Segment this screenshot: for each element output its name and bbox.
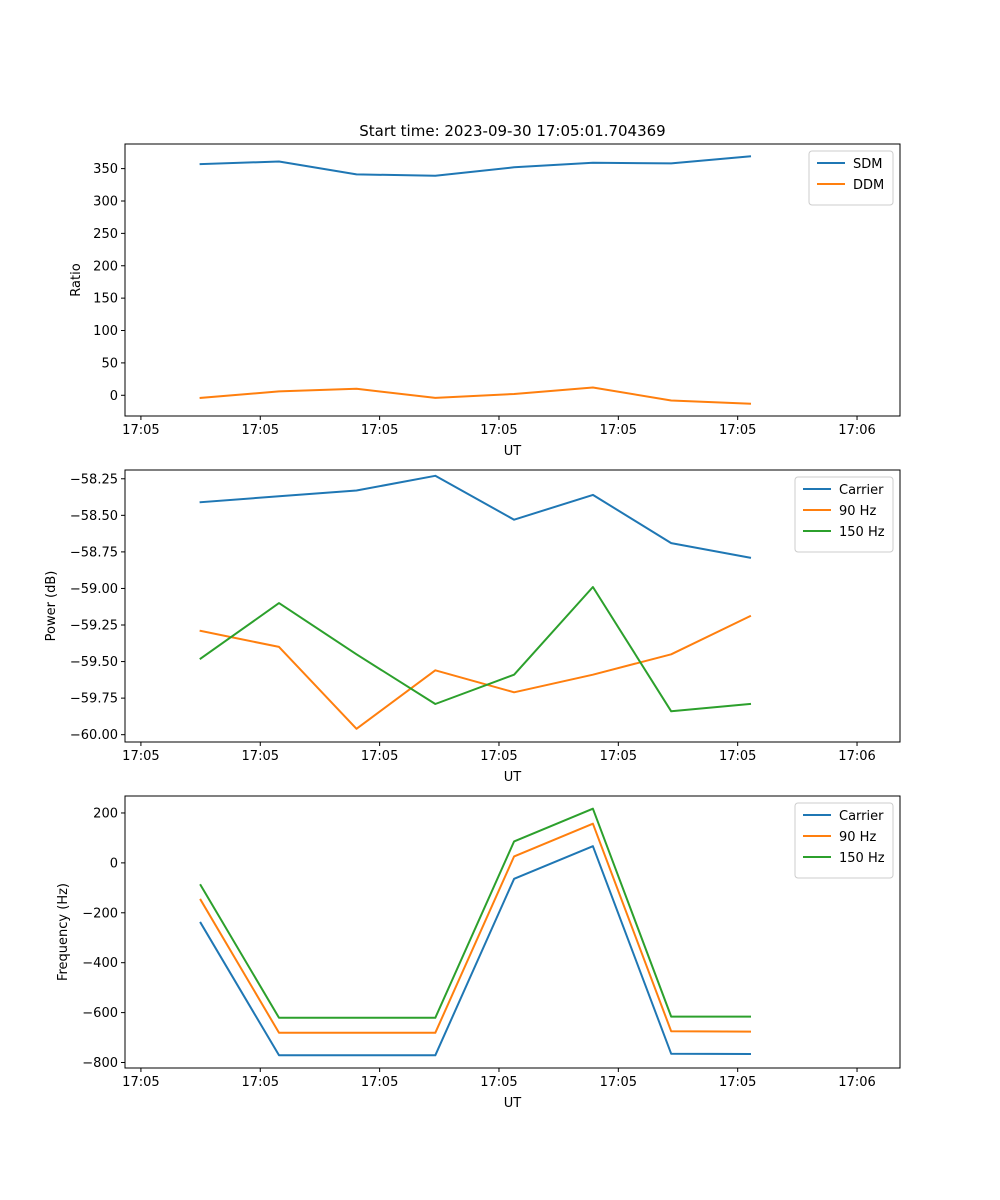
y-tick-label: −58.50 — [70, 509, 118, 524]
x-axis-label: UT — [504, 770, 522, 785]
y-tick-label: −60.00 — [70, 728, 118, 743]
y-tick-label: −600 — [82, 1006, 118, 1021]
y-tick-label: −400 — [82, 956, 118, 971]
y-axis-label: Ratio — [69, 263, 84, 296]
legend: SDM DDM — [808, 150, 894, 206]
y-tick-label: 50 — [101, 356, 118, 371]
legend-label: Carrier — [839, 483, 884, 498]
y-axis-label: Power (dB) — [44, 571, 59, 642]
x-tick-label: 17:06 — [838, 749, 875, 764]
x-tick-label: 17:05 — [480, 749, 517, 764]
legend-label: 150 Hz — [839, 525, 885, 540]
y-tick-label: 200 — [93, 806, 118, 821]
y-tick-label: −59.50 — [70, 655, 118, 670]
plot-frame — [124, 795, 901, 1069]
plot-frame — [124, 469, 901, 743]
y-tick-label: 0 — [110, 389, 118, 404]
x-tick-label: 17:05 — [242, 749, 279, 764]
series-line-ddm — [199, 386, 752, 405]
chart-panel-2: 17:05 17:05 17:05 17:05 17:05 17:05 17:06 −60.0… — [44, 469, 901, 785]
x-tick-label: 17:05 — [719, 423, 756, 438]
legend-box — [794, 476, 894, 553]
x-tick-label: 17:06 — [838, 1075, 875, 1090]
x-tick-label: 17:05 — [122, 1075, 159, 1090]
series-line-90-hz — [199, 614, 752, 730]
x-tick-label: 17:05 — [480, 1075, 517, 1090]
legend-box — [808, 150, 894, 206]
x-tick-label: 17:05 — [242, 1075, 279, 1090]
y-axis-label: Frequency (Hz) — [56, 883, 71, 981]
y-tick-label: 100 — [93, 324, 118, 339]
y-tick-label: −59.75 — [70, 692, 118, 707]
x-tick-label: 17:05 — [122, 749, 159, 764]
y-tick-label: −58.75 — [70, 545, 118, 560]
panels: Start time: 2023-09-30 17:05:01.704369 17… — [44, 122, 901, 1111]
series-line-carrier — [199, 474, 752, 559]
series-line-150-hz — [199, 807, 751, 1019]
x-axis-label: UT — [504, 444, 522, 459]
series-line-sdm — [199, 155, 752, 177]
legend: Carrier 90 Hz 150 Hz — [794, 476, 894, 553]
plot-frame — [124, 143, 901, 417]
legend-label: DDM — [853, 178, 884, 193]
x-tick-label: 17:05 — [600, 423, 637, 438]
x-tick-label: 17:05 — [719, 1075, 756, 1090]
x-tick-label: 17:05 — [361, 749, 398, 764]
x-axis-label: UT — [504, 1096, 522, 1111]
x-tick-label: 17:06 — [838, 423, 875, 438]
y-tick-label: 0 — [110, 856, 118, 871]
legend-label: Carrier — [839, 809, 884, 824]
chart-title: Start time: 2023-09-30 17:05:01.704369 — [359, 122, 665, 140]
x-tick-label: 17:05 — [480, 423, 517, 438]
y-tick-label: 350 — [93, 162, 118, 177]
legend-label: 150 Hz — [839, 851, 885, 866]
legend-label: SDM — [853, 157, 882, 172]
x-tick-label: 17:05 — [719, 749, 756, 764]
y-tick-label: −59.25 — [70, 619, 118, 634]
y-tick-label: 250 — [93, 227, 118, 242]
legend-box — [794, 802, 894, 879]
y-tick-label: −800 — [82, 1056, 118, 1071]
y-tick-label: −59.00 — [70, 582, 118, 597]
x-tick-label: 17:05 — [600, 1075, 637, 1090]
y-tick-label: 200 — [93, 259, 118, 274]
legend-label: 90 Hz — [839, 830, 876, 845]
chart-panel-3: 17:05 17:05 17:05 17:05 17:05 17:05 17:06 −800 −… — [56, 795, 901, 1111]
y-tick-label: 300 — [93, 194, 118, 209]
y-tick-label: 150 — [93, 292, 118, 307]
y-tick-label: −58.25 — [70, 472, 118, 487]
legend: Carrier 90 Hz 150 Hz — [794, 802, 894, 879]
y-tick-label: −200 — [82, 906, 118, 921]
chart-panel-1: Start time: 2023-09-30 17:05:01.704369 17… — [69, 122, 901, 459]
series-line-90-hz — [199, 822, 752, 1034]
legend-label: 90 Hz — [839, 504, 876, 519]
x-tick-label: 17:05 — [600, 749, 637, 764]
x-tick-label: 17:05 — [122, 423, 159, 438]
series-line-carrier — [199, 845, 752, 1057]
x-tick-label: 17:05 — [242, 423, 279, 438]
x-tick-label: 17:05 — [361, 423, 398, 438]
series-line-150-hz — [199, 586, 752, 713]
x-tick-label: 17:05 — [361, 1075, 398, 1090]
